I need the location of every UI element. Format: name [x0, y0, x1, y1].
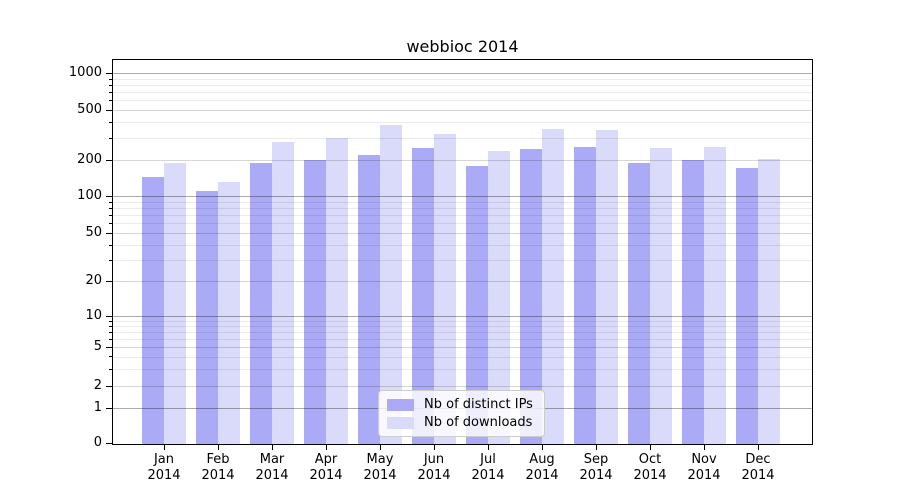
- x-tick-label: Jan 2014: [147, 452, 181, 483]
- bar-distinct-ips: [196, 191, 218, 444]
- bar-distinct-ips: [682, 160, 704, 444]
- y-axis-minor-tick: [109, 79, 112, 80]
- y-tick-label: 20: [85, 273, 102, 288]
- y-axis-minor-tick: [109, 100, 112, 101]
- y-axis-minor-tick: [109, 202, 112, 203]
- bar-distinct-ips: [466, 165, 488, 444]
- bar-downloads: [650, 147, 672, 444]
- x-axis-tick: [758, 445, 759, 450]
- y-axis-tick: [106, 110, 112, 111]
- y-axis-tick: [106, 408, 112, 409]
- x-axis-tick: [326, 445, 327, 450]
- x-axis-tick: [218, 445, 219, 450]
- x-tick-label: Mar 2014: [255, 452, 289, 483]
- y-axis-minor-tick: [109, 122, 112, 123]
- x-tick-label: Feb 2014: [201, 452, 235, 483]
- legend-label-distinct-ips: Nb of distinct IPs: [424, 397, 533, 412]
- y-tick-label: 2: [93, 378, 102, 393]
- bar-distinct-ips: [628, 162, 650, 444]
- y-axis-minor-tick: [109, 339, 112, 340]
- bar-distinct-ips: [358, 154, 380, 444]
- bar-distinct-ips: [304, 160, 326, 444]
- y-axis-tick: [106, 196, 112, 197]
- legend: Nb of distinct IPs Nb of downloads: [378, 390, 545, 437]
- y-axis-tick: [106, 386, 112, 387]
- bar-downloads: [488, 151, 510, 444]
- x-axis-tick: [704, 445, 705, 450]
- bar-distinct-ips: [574, 146, 596, 444]
- y-axis-minor-tick: [109, 369, 112, 370]
- y-axis-tick: [106, 443, 112, 444]
- x-axis-tick: [272, 445, 273, 450]
- legend-swatch-distinct-ips: [387, 399, 414, 411]
- bar-downloads: [596, 129, 618, 444]
- x-tick-label: Sep 2014: [579, 452, 613, 483]
- bar-distinct-ips: [520, 148, 542, 444]
- x-axis-tick: [488, 445, 489, 450]
- legend-swatch-downloads: [387, 417, 414, 429]
- x-axis-tick: [380, 445, 381, 450]
- y-axis-minor-tick: [109, 215, 112, 216]
- bar-downloads: [326, 137, 348, 444]
- y-axis-minor-tick: [109, 85, 112, 86]
- y-tick-label: 0: [93, 435, 102, 450]
- bar-distinct-ips: [736, 168, 758, 444]
- x-tick-label: Jul 2014: [471, 452, 505, 483]
- bar-downloads: [434, 134, 456, 444]
- y-tick-label: 1: [93, 400, 102, 415]
- x-tick-label: Aug 2014: [525, 452, 559, 483]
- bar-downloads: [542, 128, 564, 444]
- y-axis-tick: [106, 316, 112, 317]
- x-tick-label: Jun 2014: [417, 452, 451, 483]
- y-axis-minor-tick: [109, 356, 112, 357]
- legend-row: Nb of distinct IPs: [387, 396, 544, 414]
- y-axis-minor-tick: [109, 138, 112, 139]
- y-axis-tick: [106, 73, 112, 74]
- y-axis-tick: [106, 281, 112, 282]
- x-tick-label: Dec 2014: [741, 452, 775, 483]
- y-tick-label: 1000: [68, 65, 102, 80]
- y-axis-minor-tick: [109, 223, 112, 224]
- y-axis-minor-tick: [109, 260, 112, 261]
- bar-distinct-ips: [250, 162, 272, 444]
- y-tick-label: 500: [77, 102, 102, 117]
- chart-title: webbioc 2014: [406, 37, 519, 56]
- y-tick-label: 10: [85, 308, 102, 323]
- bar-downloads: [704, 146, 726, 444]
- legend-label-downloads: Nb of downloads: [424, 415, 533, 430]
- bar-downloads: [380, 125, 402, 444]
- y-axis-tick: [106, 347, 112, 348]
- y-axis-minor-tick: [109, 245, 112, 246]
- y-tick-label: 100: [77, 188, 102, 203]
- y-axis-tick: [106, 233, 112, 234]
- x-tick-label: May 2014: [363, 452, 397, 483]
- y-axis-minor-tick: [109, 208, 112, 209]
- x-axis-tick: [596, 445, 597, 450]
- plot-area: [112, 59, 813, 445]
- x-axis-tick: [434, 445, 435, 450]
- x-axis-tick: [542, 445, 543, 450]
- bar-downloads: [218, 182, 240, 444]
- y-axis-minor-tick: [109, 321, 112, 322]
- bar-downloads: [758, 158, 780, 444]
- y-tick-label: 5: [93, 339, 102, 354]
- y-axis-minor-tick: [109, 326, 112, 327]
- y-axis-minor-tick: [109, 92, 112, 93]
- y-axis-minor-tick: [109, 332, 112, 333]
- y-tick-label: 200: [77, 152, 102, 167]
- y-axis-tick: [106, 160, 112, 161]
- x-tick-label: Oct 2014: [633, 452, 667, 483]
- x-tick-label: Apr 2014: [309, 452, 343, 483]
- x-axis-tick: [650, 445, 651, 450]
- bar-distinct-ips: [412, 147, 434, 444]
- legend-row: Nb of downloads: [387, 414, 544, 432]
- x-tick-label: Nov 2014: [687, 452, 721, 483]
- bar-distinct-ips: [142, 176, 164, 444]
- y-tick-label: 50: [85, 225, 102, 240]
- bar-downloads: [164, 162, 186, 444]
- x-axis-tick: [164, 445, 165, 450]
- bar-downloads: [272, 141, 294, 444]
- bars-layer: [113, 60, 812, 444]
